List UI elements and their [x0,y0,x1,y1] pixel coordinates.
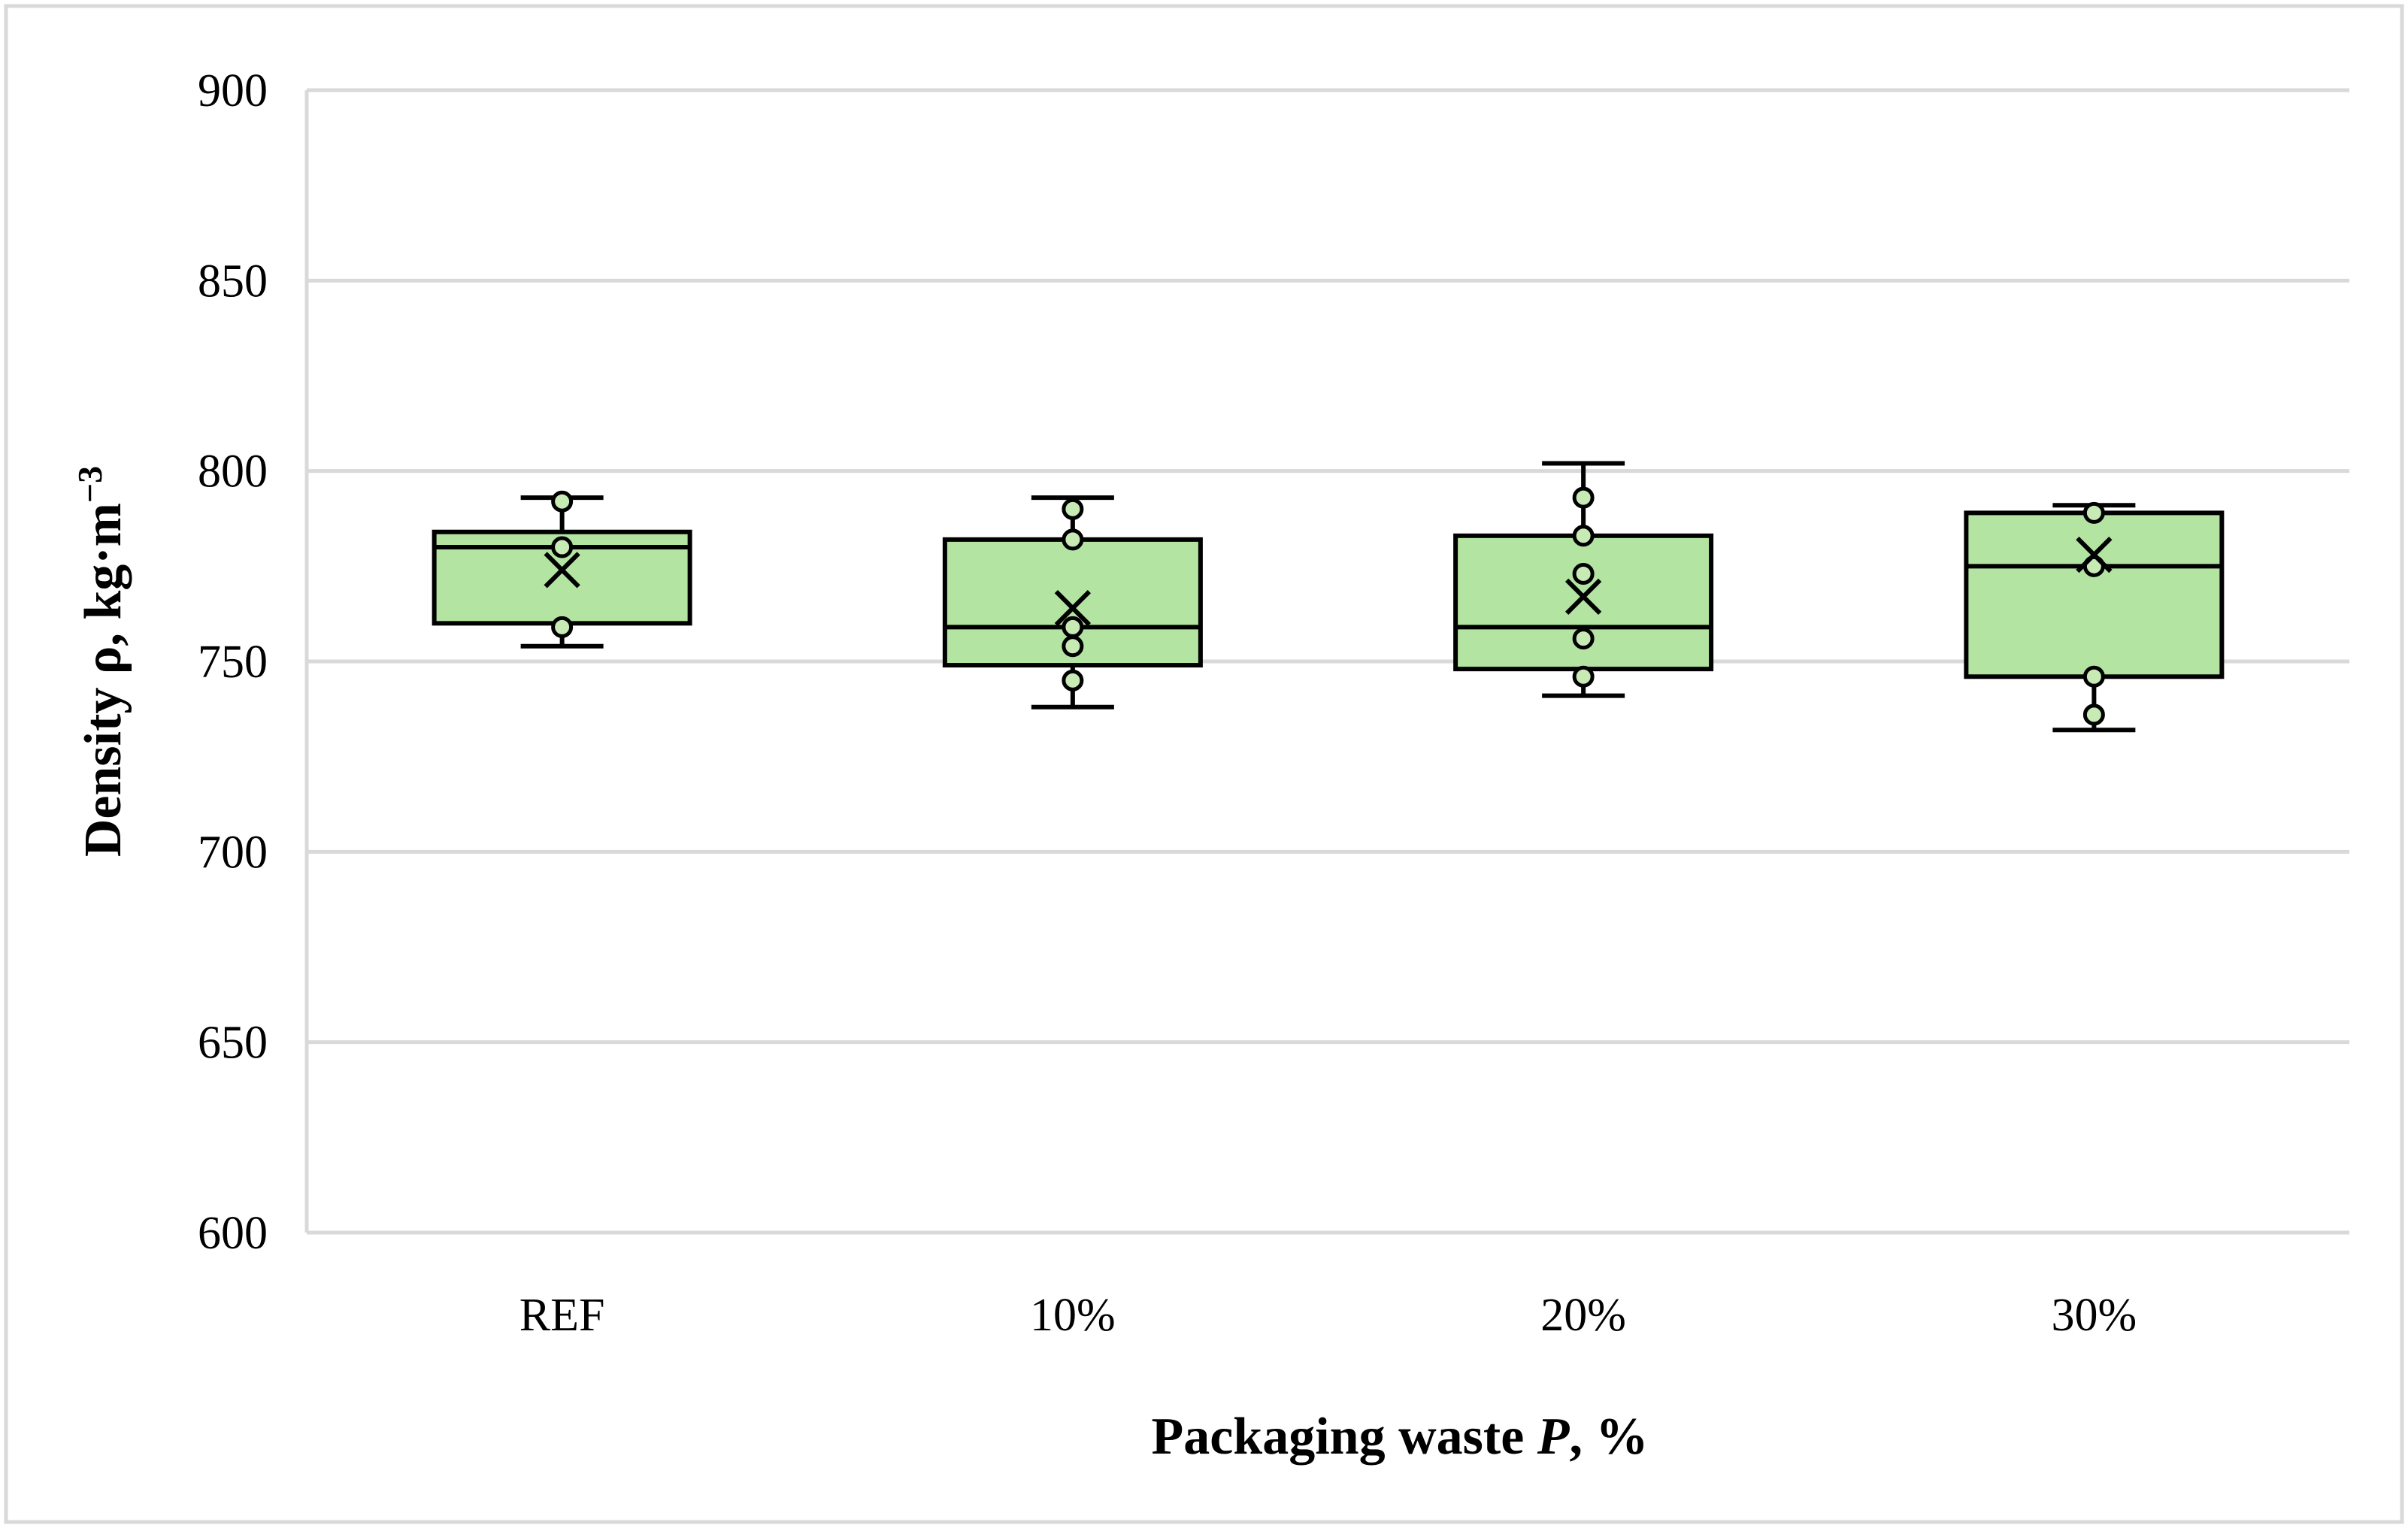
mean-marker [544,552,580,589]
mean-marker [1054,589,1091,627]
gridlines [304,88,2349,1235]
data-point [2082,703,2105,726]
y-tick-label: 900 [198,65,268,116]
data-point [1062,669,1084,691]
mean-marker [2076,537,2113,573]
chart-frame [4,4,2404,1524]
data-point [551,536,574,558]
box-2 [1453,461,1714,698]
x-tick-label: REF [519,1290,605,1341]
y-axis-title: Density ρ, kg·m−3 [71,466,133,857]
data-point [1572,562,1595,585]
y-tick-label: 800 [198,446,268,498]
y-tick-label: 700 [198,827,268,878]
data-point [1062,616,1084,638]
data-point [1572,628,1595,650]
mean-marker [1565,578,1602,615]
y-tick-label: 600 [198,1208,268,1259]
data-point [1062,635,1084,658]
x-tick-label: 30% [2052,1290,2137,1341]
boxes [432,461,2225,733]
y-tick-label: 750 [198,637,268,688]
x-tick-labels: REF 10% 20% 30% [519,1290,2137,1341]
y-tick-label: 650 [198,1018,268,1069]
x-axis-title: Packaging waste P, % [1151,1408,1648,1466]
box-iqr [942,537,1203,668]
data-point [1572,665,1595,688]
data-point [551,490,574,513]
y-tick-label: 850 [198,256,268,307]
data-point [2082,665,2105,688]
data-point [2082,501,2105,524]
data-point [1062,528,1084,551]
data-point [1572,486,1595,509]
box-0 [432,490,692,649]
y-tick-labels: 600 650 700 750 800 850 900 [198,65,268,1259]
data-point [1062,498,1084,520]
x-tick-label: 10% [1030,1290,1116,1341]
x-tick-label: 20% [1540,1290,1626,1341]
data-point [551,616,574,638]
box-1 [942,495,1203,710]
box-iqr [1964,510,2225,679]
box-3 [1964,501,2225,733]
data-point [1572,525,1595,547]
